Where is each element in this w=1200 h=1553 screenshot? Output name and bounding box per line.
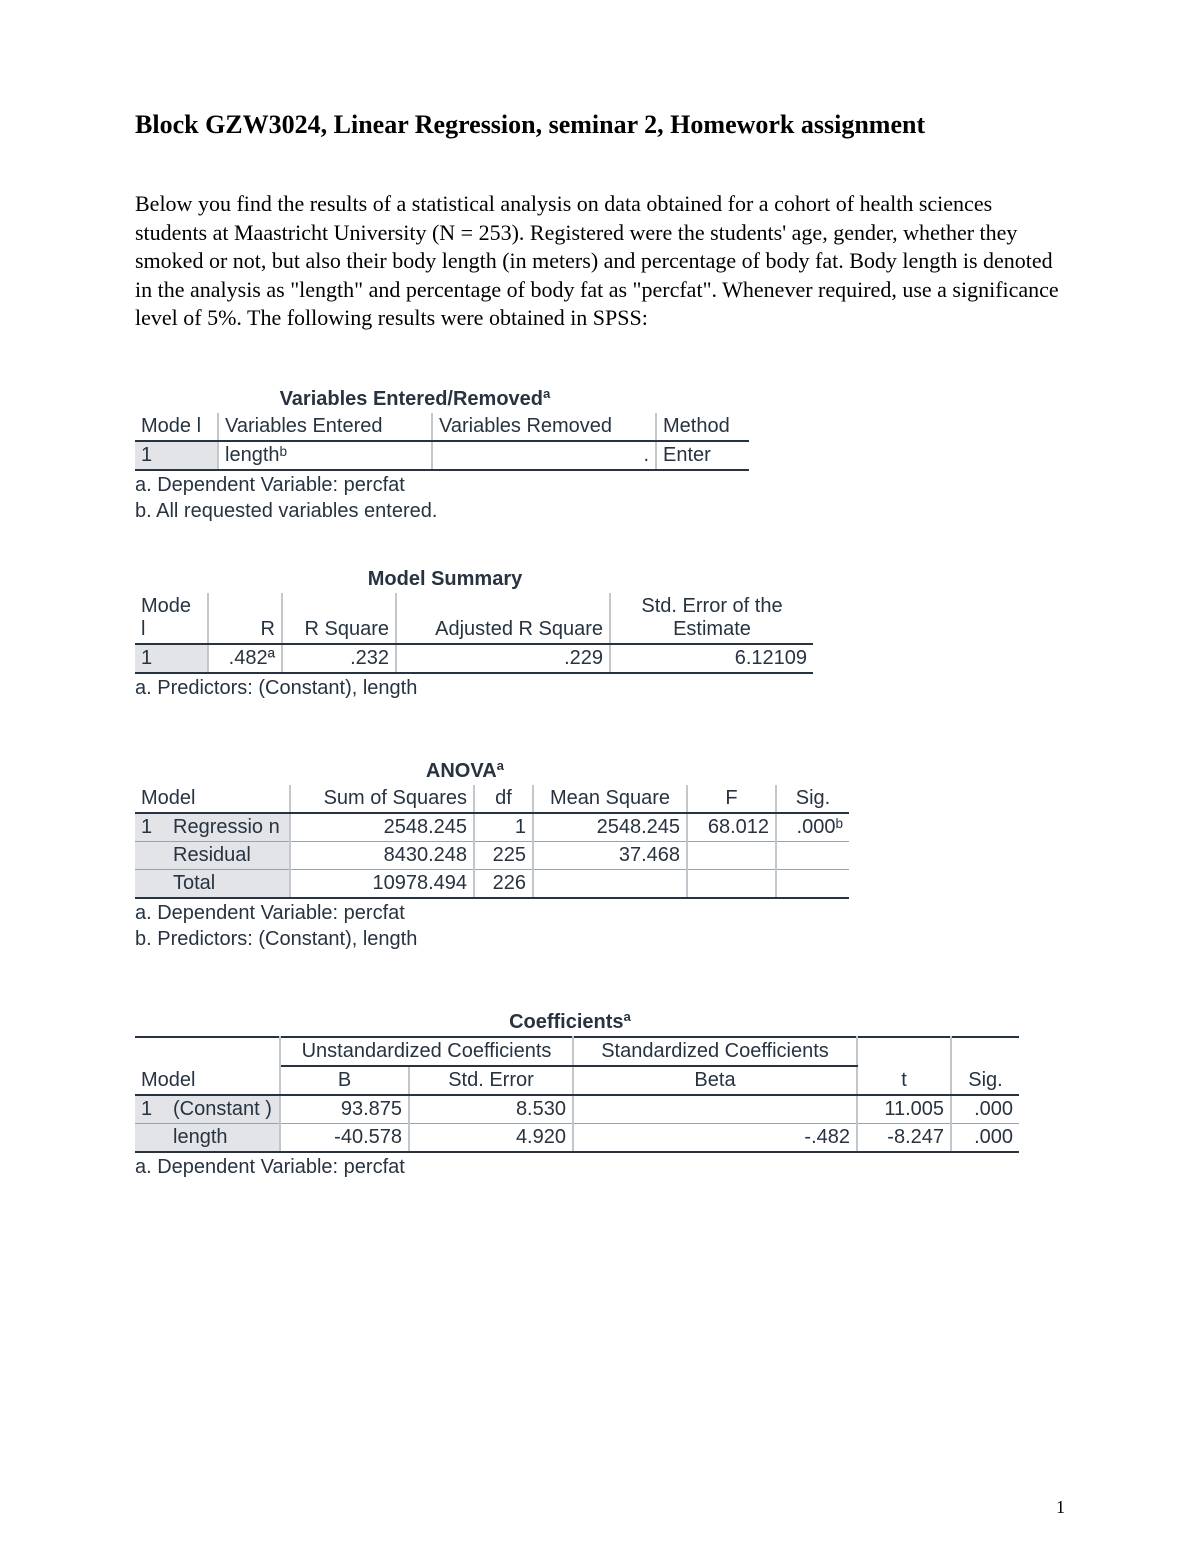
col-model: Mode l [135,413,218,441]
stderr-val: 6.12109 [610,644,813,673]
anova-title: ANOVAª [135,760,795,783]
len-sig: .000 [951,1123,1019,1152]
col-b: B [280,1066,409,1095]
res-ms: 37.468 [533,841,687,869]
col-f: F [687,785,776,813]
method-val: Enter [656,441,749,470]
col-model: Model [135,1037,280,1095]
r2-val: .232 [282,644,396,673]
model-num: 1 [135,813,167,842]
col-stderr: Std. Error of the Estimate [610,593,813,644]
col-adjr2: Adjusted R Square [396,593,610,644]
col-ss: Sum of Squares [290,785,474,813]
res-df: 225 [474,841,533,869]
variables-table-block: Variables Entered/Removedª Mode l Variab… [135,388,1065,523]
row-constant-label: (Constant ) [167,1095,280,1124]
len-se: 4.920 [409,1123,573,1152]
row-total-label: Total [167,869,290,898]
adjr2-val: .229 [396,644,610,673]
model-summary-table: Mode l R R Square Adjusted R Square Std.… [135,593,813,674]
model-summary-block: Model Summary Mode l R R Square Adjusted… [135,568,1065,700]
col-r: R [208,593,282,644]
page-title: Block GZW3024, Linear Regression, semina… [135,110,1065,140]
tot-df: 226 [474,869,533,898]
coefficients-block: Coefficientsª Model Unstandardized Coeff… [135,1011,1065,1179]
variables-table-title: Variables Entered/Removedª [135,388,695,411]
model-num: 1 [135,441,218,470]
col-entered: Variables Entered [218,413,432,441]
reg-ms: 2548.245 [533,813,687,842]
col-se: Std. Error [409,1066,573,1095]
entered-val: lengthᵇ [218,441,432,470]
reg-ss: 2548.245 [290,813,474,842]
group-std: Standardized Coefficients [573,1037,857,1066]
anova-note-a: a. Dependent Variable: percfat [135,902,1065,925]
row-regression-label: Regressio n [167,813,290,842]
row-residual-label: Residual [167,841,290,869]
model-num: 1 [135,644,208,673]
coefficients-title: Coefficientsª [135,1011,1005,1034]
variables-table: Mode l Variables Entered Variables Remov… [135,413,749,471]
const-sig: .000 [951,1095,1019,1124]
intro-paragraph: Below you find the results of a statisti… [135,190,1065,333]
col-method: Method [656,413,749,441]
coefficients-table: Model Unstandardized Coefficients Standa… [135,1036,1019,1153]
variables-note-b: b. All requested variables entered. [135,500,1065,523]
col-ms: Mean Square [533,785,687,813]
summary-note-a: a. Predictors: (Constant), length [135,677,1065,700]
coeff-note-a: a. Dependent Variable: percfat [135,1156,1065,1179]
r-val: .482ª [208,644,282,673]
anova-table: Model Sum of Squares df Mean Square F Si… [135,785,849,899]
col-sig: Sig. [951,1037,1019,1095]
col-beta: Beta [573,1066,857,1095]
const-t: 11.005 [857,1095,951,1124]
col-t: t [857,1037,951,1095]
len-b: -40.578 [280,1123,409,1152]
reg-f: 68.012 [687,813,776,842]
col-r2: R Square [282,593,396,644]
model-summary-title: Model Summary [135,568,755,591]
tot-ss: 10978.494 [290,869,474,898]
col-sig: Sig. [776,785,849,813]
anova-note-b: b. Predictors: (Constant), length [135,928,1065,951]
col-model: Mode l [135,593,208,644]
len-t: -8.247 [857,1123,951,1152]
row-length-label: length [167,1123,280,1152]
col-removed: Variables Removed [432,413,656,441]
model-num: 1 [135,1095,167,1124]
removed-val: . [432,441,656,470]
reg-sig: .000ᵇ [776,813,849,842]
reg-df: 1 [474,813,533,842]
group-unstd: Unstandardized Coefficients [280,1037,573,1066]
const-b: 93.875 [280,1095,409,1124]
res-ss: 8430.248 [290,841,474,869]
page-number: 1 [1056,1497,1065,1518]
const-se: 8.530 [409,1095,573,1124]
variables-note-a: a. Dependent Variable: percfat [135,474,1065,497]
col-model: Model [135,785,290,813]
anova-block: ANOVAª Model Sum of Squares df Mean Squa… [135,760,1065,951]
len-beta: -.482 [573,1123,857,1152]
col-df: df [474,785,533,813]
